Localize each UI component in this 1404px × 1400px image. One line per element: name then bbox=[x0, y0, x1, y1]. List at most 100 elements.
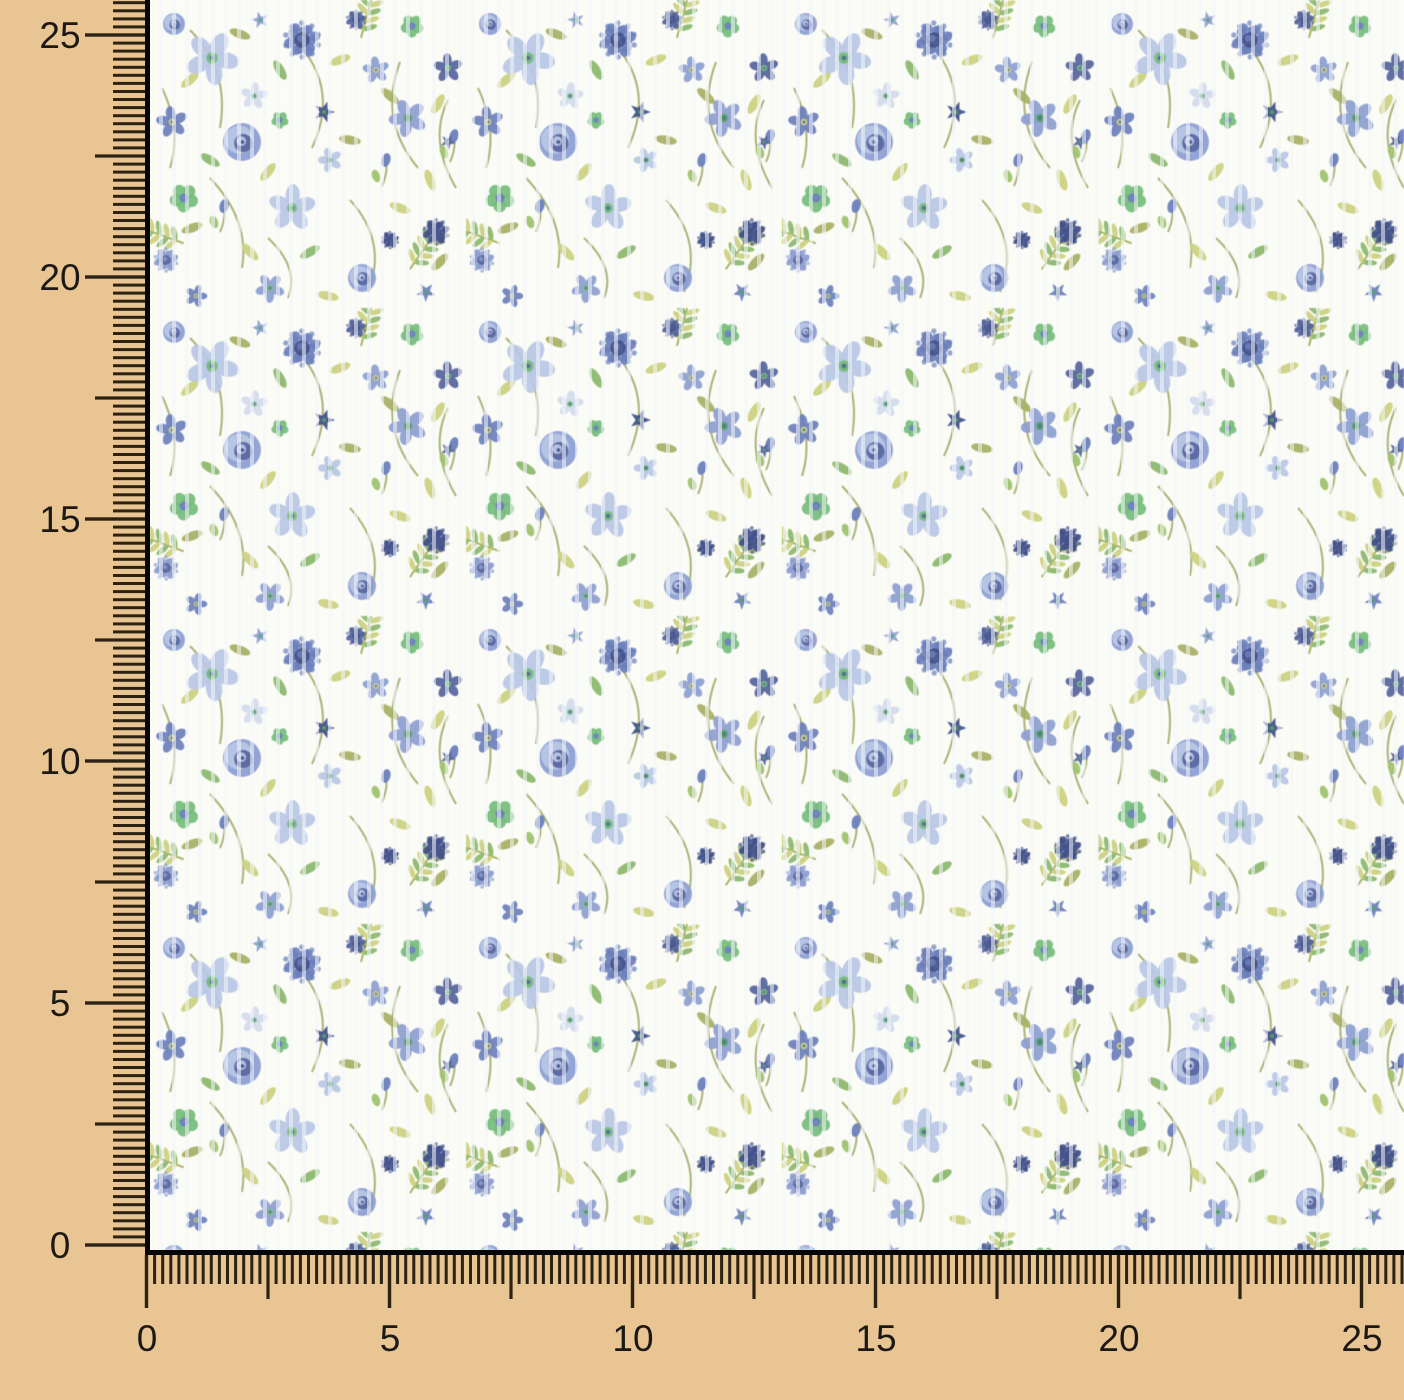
vertical-ruler-tick bbox=[113, 1130, 145, 1134]
vertical-ruler-tick bbox=[113, 372, 145, 376]
horizontal-ruler-tick bbox=[614, 1255, 618, 1284]
horizontal-ruler-tick bbox=[460, 1255, 464, 1284]
vertical-ruler-tick bbox=[113, 493, 145, 497]
vertical-ruler-tick bbox=[113, 1162, 145, 1166]
vertical-ruler-tick bbox=[113, 1195, 145, 1199]
vertical-ruler-tick bbox=[113, 1049, 145, 1053]
vertical-ruler-tick bbox=[113, 291, 145, 295]
horizontal-ruler-tick bbox=[533, 1255, 537, 1284]
vertical-ruler-tick bbox=[113, 130, 145, 134]
horizontal-ruler-tick bbox=[379, 1255, 383, 1284]
vertical-ruler-tick bbox=[113, 1106, 145, 1110]
horizontal-ruler-tick bbox=[882, 1255, 886, 1284]
horizontal-ruler-tick bbox=[177, 1255, 181, 1284]
vertical-ruler-tick bbox=[113, 57, 145, 61]
vertical-ruler-tick bbox=[113, 904, 145, 908]
horizontal-ruler-tick bbox=[703, 1255, 707, 1284]
vertical-ruler-tick bbox=[113, 1058, 145, 1061]
vertical-ruler-tick bbox=[113, 90, 145, 93]
horizontal-ruler-tick bbox=[841, 1255, 845, 1284]
vertical-ruler-tick bbox=[113, 17, 145, 21]
horizontal-ruler-tick bbox=[687, 1255, 691, 1284]
horizontal-ruler-tick bbox=[193, 1255, 197, 1284]
horizontal-ruler-tick bbox=[1303, 1255, 1307, 1284]
horizontal-ruler-tick bbox=[1343, 1255, 1347, 1284]
vertical-ruler-tick bbox=[113, 436, 145, 440]
horizontal-ruler-tick bbox=[712, 1255, 715, 1284]
vertical-ruler-tick bbox=[113, 1074, 145, 1078]
vertical-ruler-tick bbox=[113, 1041, 145, 1045]
horizontal-ruler-tick bbox=[768, 1255, 772, 1284]
horizontal-ruler-tick bbox=[1230, 1255, 1234, 1284]
horizontal-ruler-label: 25 bbox=[1341, 1318, 1382, 1359]
vertical-ruler-tick bbox=[113, 1187, 145, 1190]
fabric-left-edge-line bbox=[145, 0, 150, 1255]
horizontal-ruler-tick bbox=[525, 1255, 529, 1284]
vertical-ruler-tick bbox=[113, 178, 145, 182]
horizontal-ruler-tick bbox=[622, 1255, 626, 1284]
horizontal-ruler-tick bbox=[1068, 1255, 1072, 1284]
horizontal-ruler-tick bbox=[914, 1255, 918, 1284]
vertical-ruler-tick bbox=[113, 49, 145, 53]
vertical-ruler-tick bbox=[113, 170, 145, 174]
horizontal-ruler-tick bbox=[809, 1255, 813, 1284]
vertical-ruler-tick bbox=[113, 315, 145, 319]
horizontal-ruler-tick bbox=[801, 1255, 805, 1284]
vertical-ruler-tick bbox=[113, 719, 145, 723]
horizontal-ruler-tick bbox=[323, 1255, 327, 1284]
vertical-ruler-tick bbox=[113, 420, 145, 424]
horizontal-ruler-tick bbox=[1076, 1255, 1080, 1284]
vertical-ruler-tick bbox=[113, 695, 145, 698]
vertical-ruler-tick bbox=[85, 275, 145, 279]
vertical-ruler-tick bbox=[95, 154, 145, 158]
horizontal-ruler-label: 0 bbox=[137, 1318, 158, 1359]
horizontal-ruler-tick bbox=[250, 1255, 254, 1284]
horizontal-ruler-tick bbox=[1044, 1255, 1048, 1284]
horizontal-ruler-tick bbox=[1003, 1255, 1007, 1284]
vertical-ruler-tick bbox=[113, 985, 145, 989]
vertical-ruler-tick bbox=[113, 41, 145, 45]
horizontal-ruler-tick bbox=[1108, 1255, 1112, 1284]
horizontal-ruler-tick bbox=[469, 1255, 472, 1284]
horizontal-ruler-tick bbox=[1351, 1255, 1355, 1284]
horizontal-ruler-tick bbox=[436, 1255, 440, 1284]
horizontal-ruler-tick bbox=[452, 1255, 456, 1284]
vertical-ruler-tick bbox=[113, 444, 145, 448]
horizontal-ruler-tick bbox=[825, 1255, 829, 1284]
vertical-ruler-tick bbox=[113, 469, 145, 473]
vertical-ruler-tick bbox=[113, 678, 145, 682]
vertical-ruler-tick bbox=[113, 727, 145, 731]
vertical-ruler-tick bbox=[113, 920, 145, 924]
horizontal-ruler-tick bbox=[153, 1255, 157, 1284]
vertical-ruler-tick bbox=[113, 646, 145, 650]
horizontal-ruler-tick bbox=[736, 1255, 740, 1284]
vertical-ruler-tick bbox=[113, 686, 145, 690]
vertical-ruler-tick bbox=[113, 251, 145, 255]
horizontal-ruler-tick bbox=[1335, 1255, 1339, 1284]
vertical-ruler-tick bbox=[113, 525, 145, 529]
horizontal-ruler-tick bbox=[169, 1255, 173, 1284]
vertical-ruler-tick bbox=[113, 630, 145, 634]
vertical-ruler-tick bbox=[113, 1179, 145, 1182]
horizontal-ruler-tick bbox=[574, 1255, 578, 1284]
vertical-ruler-tick bbox=[113, 937, 145, 940]
vertical-ruler-tick bbox=[113, 864, 145, 868]
horizontal-ruler-tick bbox=[1279, 1255, 1282, 1284]
horizontal-ruler-tick bbox=[1133, 1255, 1137, 1284]
vertical-ruler-tick bbox=[113, 1138, 145, 1142]
horizontal-ruler-tick bbox=[517, 1255, 521, 1284]
vertical-ruler-tick bbox=[113, 307, 145, 311]
vertical-ruler-tick bbox=[113, 735, 145, 739]
horizontal-ruler-tick bbox=[290, 1255, 294, 1284]
vertical-ruler-tick bbox=[113, 202, 145, 206]
horizontal-ruler: 0 5 10 15 20 25 bbox=[137, 1255, 1404, 1359]
horizontal-ruler-tick bbox=[1384, 1255, 1388, 1284]
vertical-ruler-tick bbox=[113, 549, 145, 553]
horizontal-ruler-tick bbox=[776, 1255, 780, 1284]
vertical-ruler-tick bbox=[113, 267, 145, 271]
horizontal-ruler-tick bbox=[865, 1255, 869, 1284]
horizontal-ruler-tick bbox=[906, 1255, 910, 1284]
vertical-ruler-tick bbox=[113, 106, 145, 110]
vertical-ruler-tick bbox=[113, 1211, 145, 1215]
vertical-ruler-tick bbox=[113, 412, 145, 416]
